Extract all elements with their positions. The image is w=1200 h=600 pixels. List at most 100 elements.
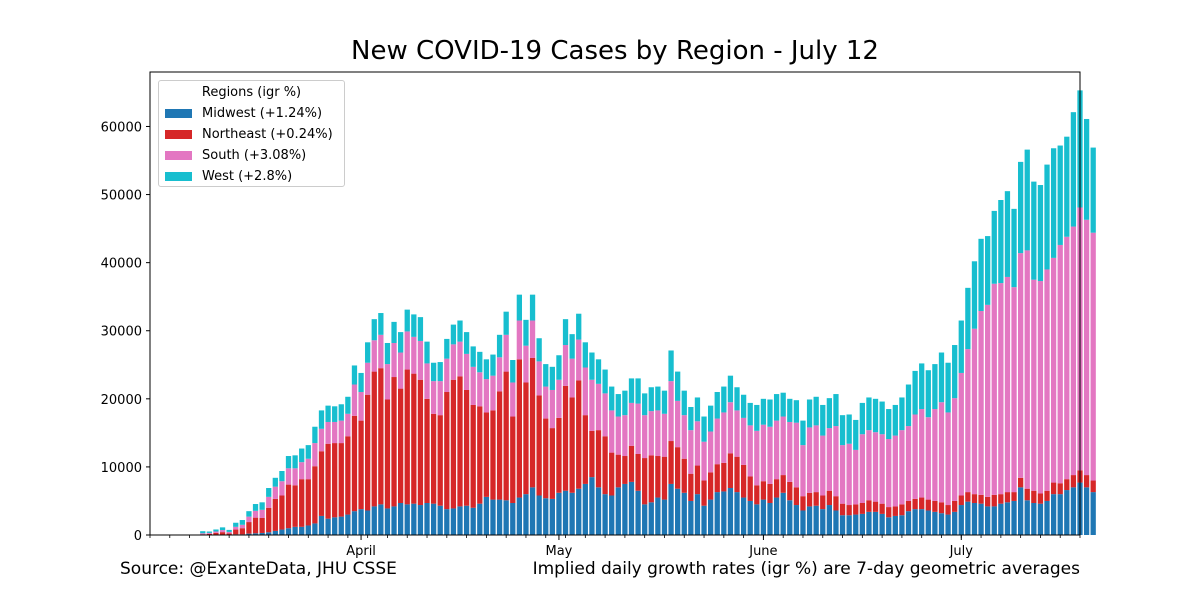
x-tick-label: July: [949, 544, 974, 559]
bar-segment-south: [549, 389, 555, 429]
bar-segment-west: [839, 415, 846, 446]
bar-segment-south: [952, 398, 958, 501]
bar-segment-south: [866, 430, 872, 501]
bar-segment-northeast: [952, 500, 958, 512]
bar-segment-south: [582, 367, 588, 416]
legend-title: Regions (igr %): [201, 85, 302, 100]
bar-segment-midwest: [938, 513, 945, 535]
bar-segment-south: [411, 336, 417, 374]
bar-segment-midwest: [1064, 490, 1070, 535]
bar-segment-northeast: [549, 428, 555, 499]
bar-segment-west: [536, 338, 542, 362]
bar-segment-midwest: [734, 492, 740, 535]
bar-segment-northeast: [371, 371, 377, 507]
bar-segment-midwest: [615, 487, 621, 535]
bar-segment-midwest: [899, 515, 905, 535]
bar-segment-south: [384, 364, 391, 400]
bar-segment-south: [569, 358, 575, 398]
bar-segment-northeast: [694, 465, 701, 495]
bar-segment-west: [714, 392, 720, 419]
bar-segment-midwest: [1004, 502, 1011, 535]
bar-segment-west: [371, 319, 377, 341]
bar-segment-northeast: [846, 505, 852, 516]
bar-segment-midwest: [846, 515, 852, 535]
bar-segment-midwest: [1037, 503, 1044, 535]
bar-segment-northeast: [358, 420, 364, 510]
bar-segment-west: [806, 399, 813, 428]
bar-segment-west: [562, 319, 569, 346]
bar-segment-south: [444, 358, 450, 393]
bar-segment-northeast: [252, 517, 259, 534]
x-tick-label: May: [545, 544, 572, 559]
bar-segment-west: [556, 355, 562, 380]
bar-segment-south: [1004, 276, 1011, 493]
x-axis: April May June July: [149, 535, 1081, 559]
bar-segment-northeast: [628, 445, 635, 482]
bar-segment-west: [239, 520, 245, 525]
bar-segment-south: [945, 412, 951, 506]
bar-segment-south: [1090, 232, 1096, 481]
bar-segment-south: [450, 344, 457, 380]
bar-segment-west: [516, 294, 522, 321]
bar-segment-northeast: [529, 357, 536, 488]
bar-segment-northeast: [708, 472, 714, 500]
bar-segment-south: [279, 481, 285, 496]
bar-segment-south: [252, 510, 259, 518]
bar-segment-south: [760, 424, 767, 482]
bar-segment-midwest: [622, 483, 628, 535]
bar-segment-northeast: [800, 496, 806, 511]
bar-segment-west: [853, 419, 859, 450]
bar-segment-northeast: [536, 395, 542, 496]
bar-segment-south: [404, 331, 410, 370]
bar-segment-midwest: [536, 495, 542, 535]
bar-segment-midwest: [820, 509, 826, 535]
bar-segment-northeast: [938, 502, 945, 514]
bar-segment-northeast: [675, 447, 681, 489]
bar-segment-northeast: [806, 492, 813, 507]
bar-segment-midwest: [516, 497, 522, 535]
bar-segment-west: [411, 314, 417, 337]
bar-segment-northeast: [279, 495, 285, 530]
bar-segment-south: [813, 425, 819, 493]
bar-segment-midwest: [925, 510, 931, 535]
bar-segment-midwest: [655, 497, 661, 535]
bar-segment-south: [1031, 279, 1037, 491]
bar-segment-northeast: [595, 430, 602, 488]
bar-segment-northeast: [1090, 480, 1096, 493]
bar-segment-northeast: [866, 500, 872, 512]
bar-segment-south: [239, 524, 245, 529]
bar-segment-northeast: [820, 495, 826, 510]
legend-label-south: South (+3.08%): [202, 148, 307, 163]
bar-segment-midwest: [740, 497, 747, 535]
bar-segment-west: [1064, 136, 1070, 237]
bar-segment-northeast: [879, 503, 885, 514]
bar-segment-west: [1083, 118, 1090, 220]
bar-segment-midwest: [582, 483, 588, 535]
bar-segment-west: [529, 294, 536, 321]
bar-segment-south: [839, 445, 846, 504]
bar-segment-midwest: [668, 483, 674, 535]
bar-segment-northeast: [510, 416, 516, 503]
bar-segment-south: [787, 421, 793, 482]
bar-segment-south: [721, 412, 727, 463]
bar-segment-midwest: [1090, 492, 1096, 535]
bar-segment-midwest: [556, 492, 562, 535]
bar-segment-south: [417, 340, 424, 380]
bar-segment-midwest: [721, 491, 727, 535]
growth-rate-note: Implied daily growth rates (igr %) are 7…: [532, 559, 1080, 579]
bar-segment-northeast: [411, 373, 417, 504]
bar-segment-west: [932, 364, 938, 410]
bar-segment-midwest: [351, 511, 358, 535]
bar-segment-west: [1070, 112, 1077, 227]
bar-segment-west: [338, 404, 344, 421]
bar-segment-northeast: [721, 462, 727, 492]
bar-segment-midwest: [576, 488, 582, 535]
bar-segment-northeast: [958, 495, 964, 506]
bar-segment-south: [358, 392, 364, 421]
bar-segment-west: [899, 397, 905, 431]
bar-segment-midwest: [1011, 500, 1017, 535]
bar-segment-midwest: [694, 494, 701, 535]
bar-segment-midwest: [965, 501, 971, 535]
bar-segment-northeast: [622, 456, 628, 484]
bar-segment-northeast: [1037, 493, 1044, 504]
